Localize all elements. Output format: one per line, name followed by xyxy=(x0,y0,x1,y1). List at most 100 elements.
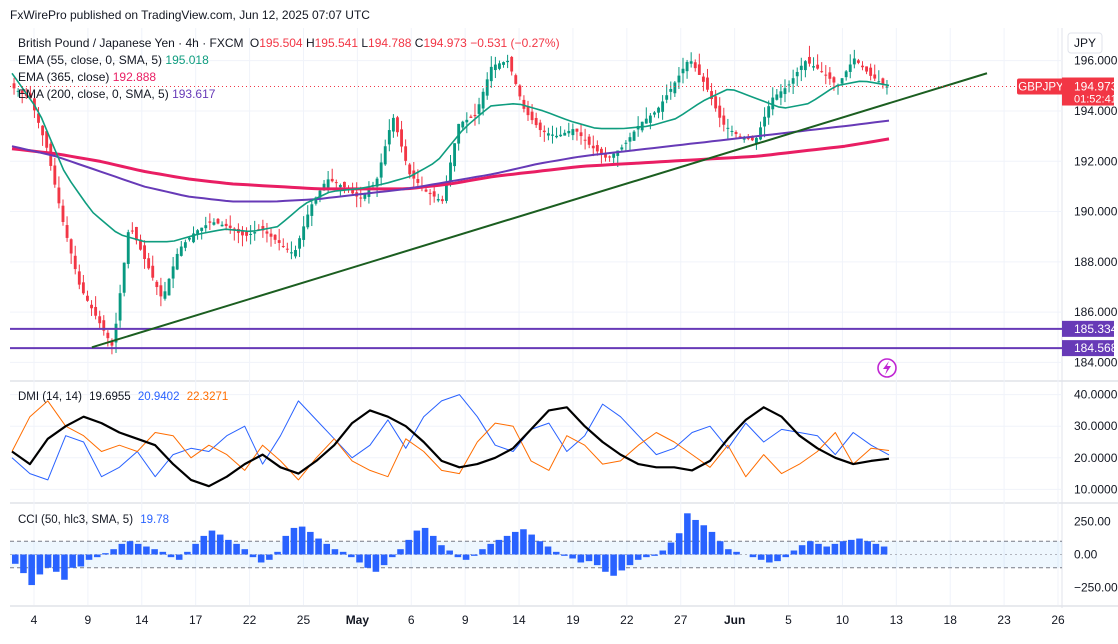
ticker-tag xyxy=(1017,78,1065,95)
cci-bar xyxy=(110,549,117,555)
dmi-pane[interactable] xyxy=(11,394,890,488)
candle-body xyxy=(730,130,734,132)
candle-body xyxy=(714,96,718,109)
low-label: L xyxy=(361,36,369,50)
candle-body xyxy=(86,295,89,301)
candle-body xyxy=(45,131,49,148)
cci-bar xyxy=(118,543,126,555)
cci-bar xyxy=(143,546,150,555)
candle-body xyxy=(387,130,391,145)
candle-body xyxy=(204,225,208,229)
cci-pane[interactable] xyxy=(10,513,1062,586)
time-tick-label: 22 xyxy=(243,613,257,627)
cci-bar xyxy=(208,530,216,555)
cci-bar xyxy=(774,554,781,562)
cci-bar xyxy=(266,554,273,560)
candle-body xyxy=(16,90,20,92)
ema200-value: 193.617 xyxy=(172,87,216,101)
cci-bar xyxy=(290,527,298,555)
low-value: 194.788 xyxy=(368,36,412,50)
cci-bar xyxy=(634,554,642,560)
dmi-legend[interactable]: DMI (14, 14) 19.6955 20.9402 22.3271 xyxy=(18,391,228,403)
main-pane[interactable] xyxy=(10,45,1062,378)
cci-bar xyxy=(716,541,724,555)
candle-body xyxy=(759,127,762,140)
lightning-icon[interactable] xyxy=(877,358,897,378)
candle-body xyxy=(334,182,338,184)
change-value: −0.531 (−0.27%) xyxy=(470,36,560,50)
candle-body xyxy=(824,74,828,76)
ema200-line xyxy=(11,119,890,203)
candle-body xyxy=(461,121,465,128)
cci-bar xyxy=(430,535,437,555)
candle-body xyxy=(750,137,754,141)
candle-body xyxy=(126,232,130,264)
cci-bar xyxy=(585,554,593,562)
dmi-tick-label: 20.0000 xyxy=(1074,451,1118,465)
ema55-line xyxy=(11,72,890,243)
candle-body xyxy=(351,188,355,194)
candle-body xyxy=(143,245,146,260)
cci-bar xyxy=(52,554,60,572)
candle-body xyxy=(522,99,526,109)
candle-body xyxy=(69,239,73,254)
candle-body xyxy=(485,79,489,96)
candle-body xyxy=(632,131,636,141)
dmi-label: DMI (14, 14) xyxy=(18,391,82,403)
candle-body xyxy=(298,238,302,249)
cci-bar xyxy=(577,554,585,563)
ema55-legend[interactable]: EMA (55, close, 0, SMA, 5) 195.018 xyxy=(18,53,209,67)
candle-body xyxy=(391,117,395,132)
time-tick-label: 23 xyxy=(997,613,1011,627)
dmi-tick-label: 40.0000 xyxy=(1074,388,1118,402)
candle-body xyxy=(183,242,187,248)
candle-body xyxy=(856,60,860,63)
candle-body xyxy=(567,130,571,134)
cci-bar xyxy=(200,535,208,555)
candle-body xyxy=(783,88,787,95)
price-tick-label: 192.000 xyxy=(1074,154,1118,168)
candle-body xyxy=(697,64,701,75)
price-tag-value: 194.973 xyxy=(1074,80,1118,94)
cci-bar xyxy=(28,554,35,586)
candle-body xyxy=(20,90,24,94)
candle-body xyxy=(563,132,567,136)
candle-body xyxy=(848,64,852,72)
candle-body xyxy=(473,114,477,117)
cci-bar xyxy=(651,554,658,556)
candle-body xyxy=(559,134,563,137)
candle-body xyxy=(595,145,599,152)
cci-bar xyxy=(364,554,371,568)
dmi-value-adx: 19.6955 xyxy=(89,391,131,403)
candle-body xyxy=(799,65,803,70)
ema365-legend[interactable]: EMA (365, close) 192.888 xyxy=(18,70,156,84)
candle-body xyxy=(61,205,65,222)
cci-bar xyxy=(708,531,716,555)
cci-bar xyxy=(339,551,347,555)
candle-body xyxy=(57,187,61,204)
cci-bar xyxy=(880,546,888,555)
candle-body xyxy=(808,56,811,64)
candle-body xyxy=(81,282,85,294)
candle-body xyxy=(94,306,98,316)
ema200-legend[interactable]: EMA (200, close, 0, SMA, 5) 193.617 xyxy=(18,87,215,101)
cci-legend[interactable]: CCI (50, hlc3, SMA, 5) 19.78 xyxy=(18,514,169,526)
cci-bar xyxy=(282,535,290,555)
cci-bar xyxy=(446,550,453,555)
cci-bar xyxy=(348,554,355,558)
candle-body xyxy=(77,271,81,285)
candle-body xyxy=(620,147,624,150)
currency-box xyxy=(1067,32,1103,54)
cci-bar xyxy=(167,554,175,558)
candle-body xyxy=(130,230,134,232)
dmi-value-plus: 20.9402 xyxy=(137,391,180,403)
cci-bar xyxy=(692,519,699,555)
support-level-tag xyxy=(1062,340,1114,357)
high-label: H xyxy=(305,36,315,50)
candle-body xyxy=(53,165,57,185)
cci-bar xyxy=(495,539,503,555)
cci-bar xyxy=(470,554,478,556)
cci-bar xyxy=(749,554,757,558)
candle-body xyxy=(706,77,709,90)
